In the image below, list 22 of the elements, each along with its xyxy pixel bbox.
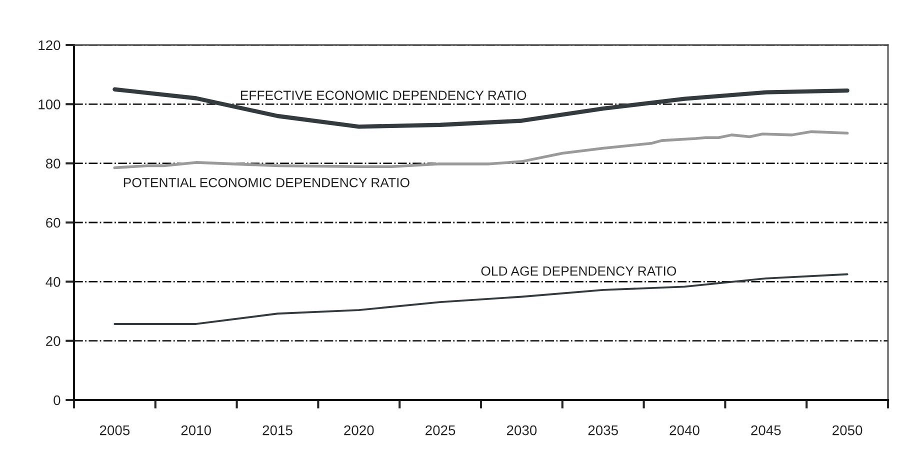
x-tick-label: 2025 bbox=[426, 425, 456, 436]
series-label: EFFECTIVE ECONOMIC DEPENDENCY RATIO bbox=[240, 90, 526, 100]
x-tick-label: 2040 bbox=[670, 425, 700, 436]
y-tick-label: 80 bbox=[46, 158, 60, 169]
series-label: POTENTIAL ECONOMIC DEPENDENCY RATIO bbox=[124, 178, 410, 188]
series-label: OLD AGE DEPENDENCY RATIO bbox=[481, 266, 676, 276]
x-tick-label: 2020 bbox=[344, 425, 374, 436]
y-tick-label: 120 bbox=[38, 40, 60, 50]
x-tick-label: 2035 bbox=[588, 425, 618, 436]
x-tick-label: 2015 bbox=[262, 425, 292, 436]
line-series bbox=[113, 130, 849, 170]
y-tick-label: 100 bbox=[38, 100, 60, 110]
x-tick-label: 2030 bbox=[506, 425, 537, 436]
x-tick-label: 2005 bbox=[100, 425, 130, 436]
y-tick-label: 20 bbox=[46, 336, 60, 346]
x-tick-label: 2050 bbox=[832, 425, 862, 436]
y-tick-label: 0 bbox=[54, 395, 60, 406]
y-tick-label: 60 bbox=[46, 218, 60, 228]
x-tick-label: 2010 bbox=[181, 425, 212, 436]
line-series bbox=[112, 87, 850, 129]
x-tick-label: 2045 bbox=[751, 425, 781, 436]
y-tick-label: 40 bbox=[46, 277, 60, 287]
